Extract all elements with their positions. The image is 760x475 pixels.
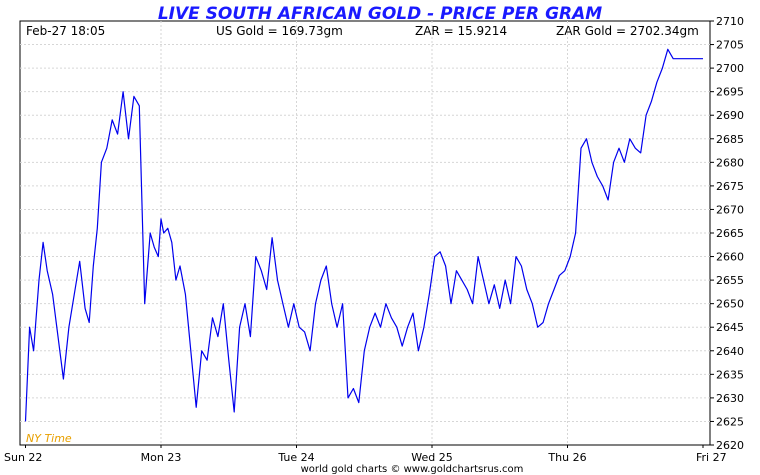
y-tick-label: 2690 (716, 109, 744, 122)
y-tick-label: 2635 (716, 368, 744, 381)
grid-lines (20, 21, 710, 445)
y-tick-label: 2655 (716, 274, 744, 287)
y-tick-label: 2645 (716, 321, 744, 334)
chart-title: LIVE SOUTH AFRICAN GOLD - PRICE PER GRAM (158, 4, 602, 24)
x-tick-label: Thu 26 (547, 451, 586, 464)
footer-credit: world gold charts © www.goldchartsrus.co… (301, 464, 524, 475)
y-tick-label: 2705 (716, 39, 744, 52)
y-tick-label: 2675 (716, 180, 744, 193)
price-series-line (24, 48, 703, 422)
x-axis-ticks: Sun 22 Mon 23 Tue 24 Wed 25 Thu 26 Fri 27 (4, 445, 727, 464)
y-tick-label: 2700 (716, 62, 744, 75)
y-tick-label: 2665 (716, 227, 744, 240)
y-tick-label: 2660 (716, 251, 744, 264)
x-tick-label: Mon 23 (141, 451, 182, 464)
y-tick-label: 2685 (716, 133, 744, 146)
y-tick-label: 2620 (716, 439, 744, 452)
timezone-label: NY Time (26, 432, 72, 445)
header-zar-gold: ZAR Gold = 2702.34gm (556, 24, 699, 38)
header-us-gold: US Gold = 169.73gm (216, 24, 343, 38)
y-tick-label: 2640 (716, 345, 744, 358)
y-tick-label: 2680 (716, 156, 744, 169)
y-axis-ticks: 2620 2625 2630 2635 2640 2645 2650 2655 2660 2665… (710, 15, 744, 452)
y-tick-label: 2630 (716, 392, 744, 405)
x-tick-label: Sun 22 (4, 451, 42, 464)
x-tick-label: Wed 25 (411, 451, 452, 464)
header-datetime: Feb-27 18:05 (26, 24, 105, 38)
x-tick-label: Fri 27 (696, 451, 727, 464)
y-tick-label: 2695 (716, 86, 744, 99)
y-tick-label: 2670 (716, 203, 744, 216)
header-zar-rate: ZAR = 15.9214 (415, 24, 507, 38)
y-tick-label: 2710 (716, 15, 744, 28)
y-tick-label: 2650 (716, 298, 744, 311)
x-tick-label: Tue 24 (277, 451, 314, 464)
y-tick-label: 2625 (716, 415, 744, 428)
